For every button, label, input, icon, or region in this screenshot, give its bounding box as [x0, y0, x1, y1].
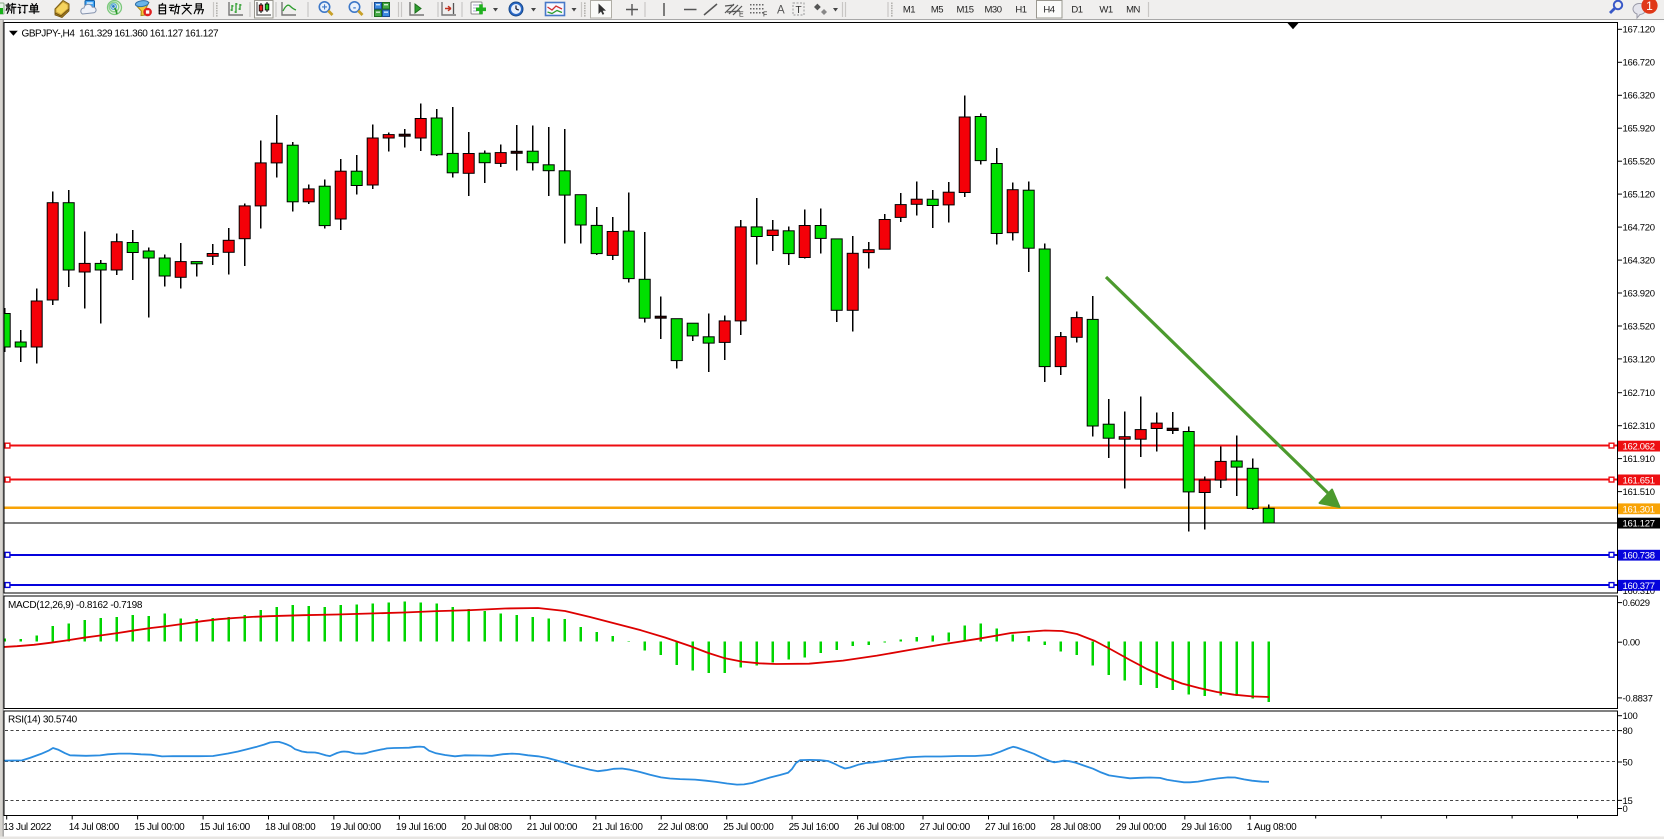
- svg-text:15 Jul 00:00: 15 Jul 00:00: [134, 822, 185, 833]
- svg-text:18 Jul 08:00: 18 Jul 08:00: [265, 822, 316, 833]
- svg-text:1 Aug 08:00: 1 Aug 08:00: [1247, 822, 1297, 833]
- svg-text:27 Jul 00:00: 27 Jul 00:00: [920, 822, 971, 833]
- svg-text:160.377: 160.377: [1623, 581, 1655, 592]
- svg-text:A: A: [777, 5, 785, 17]
- svg-text:26 Jul 08:00: 26 Jul 08:00: [854, 822, 905, 833]
- svg-text:0: 0: [1623, 804, 1628, 815]
- svg-text:RSI(14) 30.5740: RSI(14) 30.5740: [8, 715, 78, 726]
- svg-text:163.520: 163.520: [1623, 321, 1655, 332]
- svg-text:W1: W1: [1099, 5, 1112, 16]
- svg-text:25 Jul 00:00: 25 Jul 00:00: [723, 822, 774, 833]
- svg-text:80: 80: [1623, 726, 1633, 737]
- svg-text:+: +: [322, 2, 328, 13]
- svg-text:0.00: 0.00: [1623, 638, 1640, 649]
- svg-text:29 Jul 16:00: 29 Jul 16:00: [1181, 822, 1232, 833]
- svg-text:20 Jul 08:00: 20 Jul 08:00: [461, 822, 512, 833]
- svg-text:27 Jul 16:00: 27 Jul 16:00: [985, 822, 1036, 833]
- svg-text:F: F: [763, 12, 767, 19]
- svg-text:28 Jul 08:00: 28 Jul 08:00: [1050, 822, 1101, 833]
- svg-text:162.062: 162.062: [1623, 442, 1655, 453]
- svg-text:162.710: 162.710: [1623, 388, 1655, 399]
- svg-text:19 Jul 16:00: 19 Jul 16:00: [396, 822, 447, 833]
- svg-text:-: -: [353, 2, 356, 13]
- svg-text:161.510: 161.510: [1623, 487, 1655, 498]
- svg-text:100: 100: [1623, 711, 1638, 722]
- svg-text:163.120: 163.120: [1623, 354, 1655, 365]
- svg-text:164.720: 164.720: [1623, 223, 1655, 234]
- svg-text:H4: H4: [1043, 5, 1054, 16]
- svg-text:1: 1: [1646, 0, 1653, 13]
- svg-text:167.120: 167.120: [1623, 25, 1655, 36]
- svg-text:T: T: [796, 5, 802, 16]
- svg-text:165.920: 165.920: [1623, 124, 1655, 135]
- svg-text:15 Jul 16:00: 15 Jul 16:00: [200, 822, 251, 833]
- svg-text:M15: M15: [957, 5, 974, 16]
- svg-text:0.6029: 0.6029: [1623, 598, 1650, 609]
- svg-text:21 Jul 00:00: 21 Jul 00:00: [527, 822, 578, 833]
- svg-text:50: 50: [1623, 757, 1633, 768]
- svg-text:M5: M5: [931, 5, 943, 16]
- svg-text:19 Jul 00:00: 19 Jul 00:00: [330, 822, 381, 833]
- svg-text:166.320: 166.320: [1623, 91, 1655, 102]
- svg-text:165.120: 165.120: [1623, 190, 1655, 201]
- svg-text:21 Jul 16:00: 21 Jul 16:00: [592, 822, 643, 833]
- svg-text:161.651: 161.651: [1623, 475, 1655, 486]
- svg-text:-0.8837: -0.8837: [1623, 693, 1653, 704]
- svg-text:160.738: 160.738: [1623, 551, 1655, 562]
- svg-text:161.127: 161.127: [1623, 519, 1655, 530]
- svg-text:164.320: 164.320: [1623, 256, 1655, 267]
- svg-text:163.920: 163.920: [1623, 288, 1655, 299]
- svg-text:M30: M30: [985, 5, 1002, 16]
- svg-text:29 Jul 00:00: 29 Jul 00:00: [1116, 822, 1167, 833]
- svg-text:E: E: [739, 12, 744, 19]
- svg-text:M1: M1: [903, 5, 915, 16]
- svg-text:161.301: 161.301: [1623, 504, 1655, 515]
- svg-text:MN: MN: [1126, 5, 1140, 16]
- svg-text:MACD(12,26,9) -0.8162 -0.7198: MACD(12,26,9) -0.8162 -0.7198: [8, 600, 143, 611]
- svg-text:H1: H1: [1015, 5, 1026, 16]
- svg-text:D1: D1: [1071, 5, 1082, 16]
- svg-text:160.310: 160.310: [1623, 586, 1655, 597]
- svg-text:25 Jul 16:00: 25 Jul 16:00: [789, 822, 840, 833]
- svg-text:15: 15: [1623, 796, 1633, 807]
- svg-text:14 Jul 08:00: 14 Jul 08:00: [69, 822, 120, 833]
- svg-text:162.310: 162.310: [1623, 421, 1655, 432]
- svg-text:GBPJPY-,H4 161.329 161.360 16: GBPJPY-,H4 161.329 161.360 161.127 161.1…: [22, 29, 219, 40]
- svg-text:13 Jul 2022: 13 Jul 2022: [3, 822, 52, 833]
- svg-text:165.520: 165.520: [1623, 157, 1655, 168]
- svg-text:166.720: 166.720: [1623, 58, 1655, 69]
- svg-text:161.910: 161.910: [1623, 454, 1655, 465]
- svg-text:22 Jul 08:00: 22 Jul 08:00: [658, 822, 709, 833]
